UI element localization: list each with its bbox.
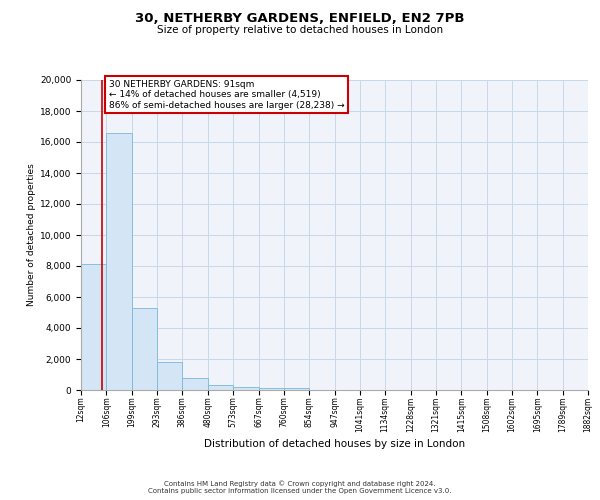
X-axis label: Distribution of detached houses by size in London: Distribution of detached houses by size … [204, 439, 465, 449]
Text: 30 NETHERBY GARDENS: 91sqm
← 14% of detached houses are smaller (4,519)
86% of s: 30 NETHERBY GARDENS: 91sqm ← 14% of deta… [109, 80, 344, 110]
Bar [208, 384, 233, 390]
Text: Size of property relative to detached houses in London: Size of property relative to detached ho… [157, 25, 443, 35]
Bar [106, 132, 132, 390]
Y-axis label: Number of detached properties: Number of detached properties [26, 164, 35, 306]
Bar [132, 308, 157, 390]
Bar [157, 362, 182, 390]
Bar [284, 388, 309, 390]
Text: 30, NETHERBY GARDENS, ENFIELD, EN2 7PB: 30, NETHERBY GARDENS, ENFIELD, EN2 7PB [135, 12, 465, 26]
Bar [233, 387, 259, 390]
Text: Contains HM Land Registry data © Crown copyright and database right 2024.
Contai: Contains HM Land Registry data © Crown c… [148, 480, 452, 494]
Bar [259, 388, 284, 390]
Bar [81, 264, 106, 390]
Bar [182, 378, 208, 390]
